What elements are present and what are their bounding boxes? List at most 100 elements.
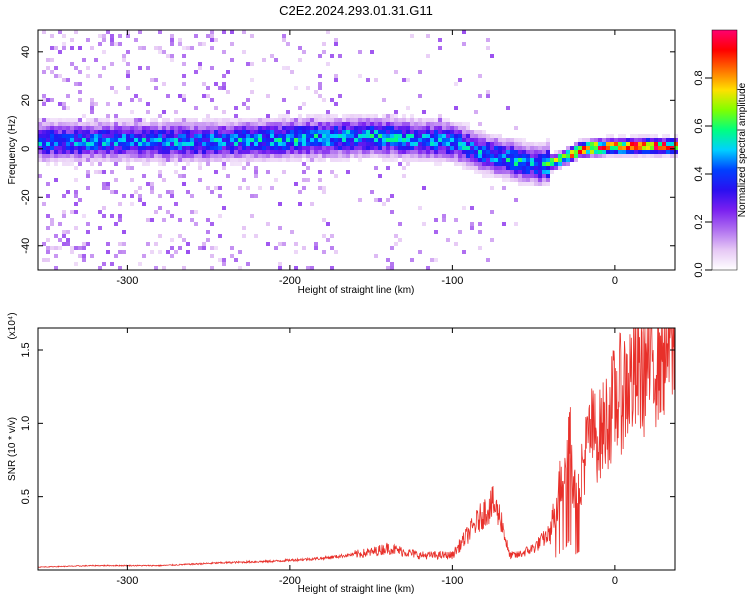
heatmap-cell [130,134,134,138]
heatmap-cell [466,166,470,170]
heatmap-cell [646,142,650,146]
heatmap-cell [222,166,226,170]
heatmap-cell [254,130,258,134]
heatmap-cell [534,174,538,178]
heatmap-cell [230,58,234,62]
heatmap-cell [578,154,582,158]
heatmap-cell [458,142,462,146]
heatmap-cell [382,150,386,154]
heatmap-cell [454,242,458,246]
heatmap-cell [482,162,486,166]
heatmap-cell [378,126,382,130]
heatmap-cell [462,130,466,134]
heatmap-cell [338,138,342,142]
heatmap-cell [222,50,226,54]
heatmap-cell [142,174,146,178]
heatmap-cell [606,150,610,154]
heatmap-cell [230,30,234,34]
heatmap-cell [294,118,298,122]
heatmap-cell [314,138,318,142]
heatmap-cell [246,186,250,190]
heatmap-cell [94,118,98,122]
heatmap-cell [190,150,194,154]
heatmap-cell [394,150,398,154]
heatmap-cell [374,78,378,82]
heatmap-cell [150,138,154,142]
heatmap-cell [490,134,494,138]
heatmap-cell [646,138,650,142]
heatmap-cell [486,158,490,162]
heatmap-cell [394,234,398,238]
heatmap-cell [142,254,146,258]
heatmap-cell [410,150,414,154]
heatmap-cell [186,150,190,154]
heatmap-cell [98,170,102,174]
heatmap-cell [366,118,370,122]
heatmap-cell [186,250,190,254]
heatmap-cell [270,186,274,190]
heatmap-cell [418,150,422,154]
heatmap-cell [254,170,258,174]
heatmap-cell [514,154,518,158]
heatmap-cell [230,126,234,130]
heatmap-cell [142,202,146,206]
heatmap-cell [322,118,326,122]
heatmap-cell [66,142,70,146]
heatmap-cell [670,138,674,142]
heatmap-cell [630,154,634,158]
heatmap-cell [170,54,174,58]
heatmap-cell [306,266,310,270]
heatmap-cell [522,178,526,182]
x-tick-label: -100 [441,575,463,587]
heatmap-cell [118,266,122,270]
heatmap-cell [70,62,74,66]
heatmap-cell [218,122,222,126]
heatmap-cell [434,150,438,154]
heatmap-cell [494,138,498,142]
heatmap-cell [98,142,102,146]
heatmap-cell [102,186,106,190]
heatmap-cell [638,146,642,150]
heatmap-cell [358,154,362,158]
heatmap-cell [150,126,154,130]
heatmap-cell [570,146,574,150]
heatmap-cell [414,158,418,162]
heatmap-cell [50,122,54,126]
heatmap-cell [218,146,222,150]
heatmap-cell [322,134,326,138]
heatmap-cell [430,258,434,262]
heatmap-cell [222,130,226,134]
heatmap-cell [150,150,154,154]
heatmap-cell [170,126,174,130]
heatmap-cell [58,122,62,126]
heatmap-cell [290,138,294,142]
heatmap-cell [546,170,550,174]
heatmap-cell [226,142,230,146]
heatmap-cell [306,150,310,154]
heatmap-cell [206,142,210,146]
heatmap-cell [470,226,474,230]
heatmap-cell [198,130,202,134]
heatmap-cell [550,166,554,170]
heatmap-cell [310,142,314,146]
heatmap-cell [346,150,350,154]
heatmap-cell [130,122,134,126]
heatmap-cell [470,154,474,158]
heatmap-cell [126,154,130,158]
heatmap-cell [66,94,70,98]
heatmap-cell [526,146,530,150]
heatmap-cell [362,142,366,146]
heatmap-cell [334,126,338,130]
heatmap-cell [394,142,398,146]
heatmap-cell [70,142,74,146]
heatmap-cell [46,258,50,262]
heatmap-cell [194,210,198,214]
heatmap-cell [138,126,142,130]
heatmap-cell [190,158,194,162]
heatmap-cell [418,206,422,210]
heatmap-cell [102,50,106,54]
heatmap-cell [494,170,498,174]
heatmap-cell [654,138,658,142]
heatmap-cell [310,126,314,130]
heatmap-cell [94,146,98,150]
